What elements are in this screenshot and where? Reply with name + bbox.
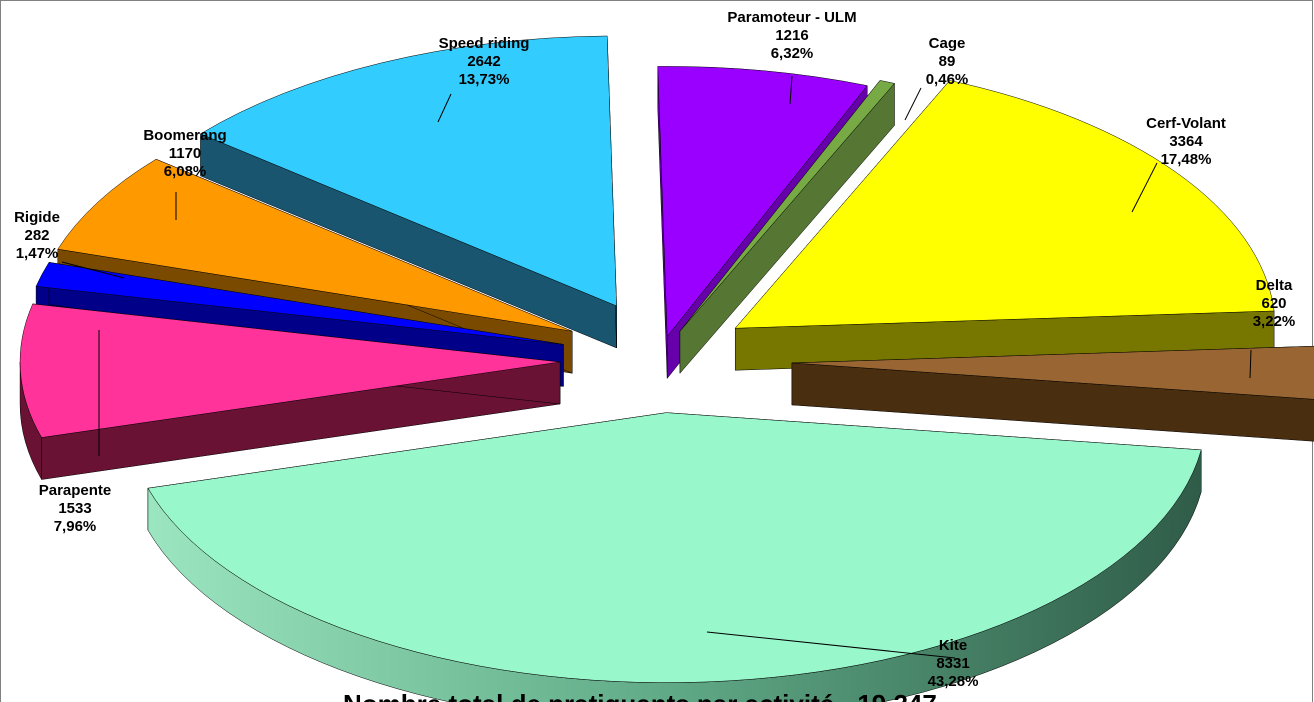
slice-speed-riding	[199, 35, 617, 349]
label-value: 3364	[1169, 133, 1203, 150]
data-label: Cage 89 0,46%	[926, 35, 969, 88]
slice-top	[657, 66, 868, 338]
leader-line	[61, 261, 125, 279]
slice-labels: Paramoteur - ULM 1216 6,32% Cage 89 0,46% Cerf…	[14, 9, 1295, 690]
slice-top	[147, 412, 1202, 683]
data-label: Delta 620 3,22%	[1253, 277, 1296, 330]
label-percent: 0,46%	[926, 71, 969, 88]
slice-top	[734, 80, 1275, 329]
label-percent: 6,32%	[771, 45, 814, 62]
data-label: Rigide 282 1,47%	[14, 209, 60, 262]
data-label: Boomerang 1170 6,08%	[143, 127, 226, 180]
label-name: Cerf-Volant	[1146, 115, 1226, 132]
label-value: 1533	[58, 500, 91, 517]
label-value: 2642	[467, 53, 500, 70]
label-value: 1216	[775, 27, 808, 44]
label-value: 282	[24, 227, 49, 244]
label-name: Cage	[929, 35, 966, 52]
slice-top	[791, 345, 1314, 400]
label-percent: 1,47%	[16, 245, 59, 262]
data-label: Paramoteur - ULM 1216 6,32%	[727, 9, 856, 62]
label-name: Speed riding	[439, 35, 530, 52]
label-value: 89	[939, 53, 956, 70]
label-percent: 43,28%	[928, 673, 979, 690]
slice-delta	[791, 345, 1314, 442]
label-percent: 17,48%	[1161, 151, 1212, 168]
slice-top	[57, 158, 573, 332]
leader-line	[706, 631, 956, 659]
label-value: 1170	[169, 145, 202, 162]
label-value: 620	[1261, 295, 1286, 312]
leader-lines	[61, 75, 1252, 659]
label-name: Paramoteur - ULM	[727, 9, 856, 26]
label-value: 8331	[936, 655, 969, 672]
slice-parapente	[19, 303, 561, 481]
slice-kite	[147, 412, 1202, 702]
slice-cage	[679, 79, 895, 374]
label-percent: 6,08%	[164, 163, 207, 180]
label-name: Rigide	[14, 209, 60, 226]
leader-line	[437, 93, 452, 123]
label-name: Kite	[939, 637, 967, 654]
label-percent: 3,22%	[1253, 313, 1296, 330]
pie-slices	[19, 35, 1314, 702]
leader-line	[1249, 349, 1252, 379]
slice-top	[679, 80, 895, 332]
label-name: Delta	[1256, 277, 1293, 294]
slice-top	[35, 262, 564, 345]
slice-top	[19, 303, 561, 438]
label-percent: 13,73%	[459, 71, 510, 88]
slice-top	[199, 35, 617, 307]
label-name: Boomerang	[143, 127, 226, 144]
chart-title: Nombre total de pratiquants par activité…	[343, 689, 937, 702]
leader-line	[1131, 162, 1158, 213]
label-name: Parapente	[39, 482, 112, 499]
data-label: Speed riding 2642 13,73%	[439, 35, 530, 88]
leader-line	[789, 75, 793, 105]
label-percent: 7,96%	[54, 518, 97, 535]
leader-line	[904, 87, 922, 121]
data-label: Kite 8331 43,28%	[928, 637, 979, 690]
data-label: Parapente 1533 7,96%	[39, 482, 112, 535]
data-label: Cerf-Volant 3364 17,48%	[1146, 115, 1226, 168]
